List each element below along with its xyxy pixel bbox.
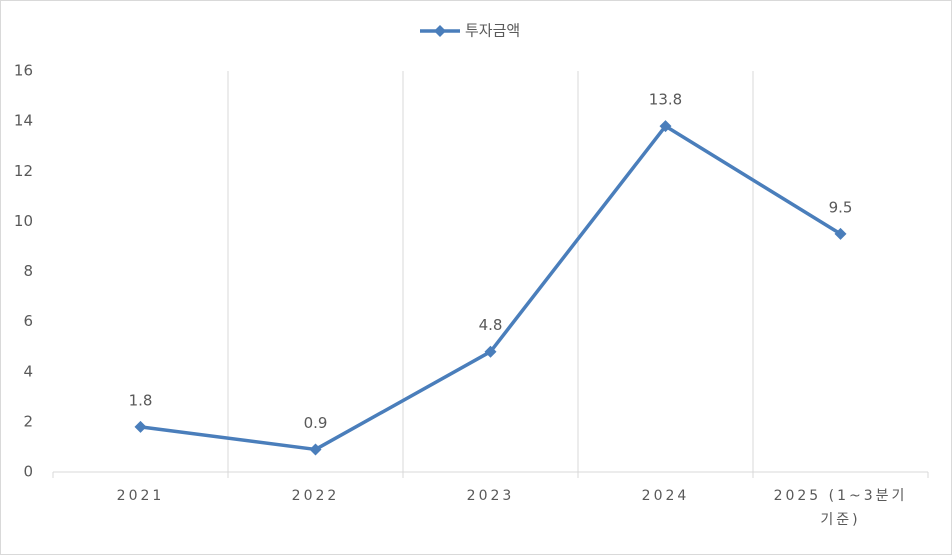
data-point bbox=[659, 120, 672, 133]
x-tick-label: 2021 bbox=[116, 488, 165, 504]
data-label: 13.8 bbox=[649, 91, 682, 109]
x-tick-label: 2023 bbox=[466, 488, 515, 504]
data-label: 4.8 bbox=[479, 316, 503, 334]
y-tick-label: 14 bbox=[14, 112, 33, 130]
legend-label: 투자금액 bbox=[465, 22, 520, 40]
y-tick-label: 10 bbox=[14, 212, 33, 230]
y-tick-label: 0 bbox=[23, 463, 33, 481]
data-label: 9.5 bbox=[829, 198, 853, 216]
data-point bbox=[484, 345, 497, 358]
x-tick-label: 2025 (1~3분기 기준) bbox=[773, 488, 908, 528]
x-tick-label: 2022 bbox=[291, 488, 340, 504]
data-label: 1.8 bbox=[129, 391, 153, 409]
y-tick-label: 6 bbox=[23, 312, 33, 330]
data-point bbox=[834, 227, 847, 240]
x-tick-label: 2024 bbox=[641, 488, 690, 504]
y-tick-label: 8 bbox=[23, 262, 33, 280]
legend-marker bbox=[434, 25, 446, 37]
data-label: 0.9 bbox=[304, 414, 328, 432]
y-tick-label: 4 bbox=[23, 362, 33, 380]
y-tick-label: 16 bbox=[14, 62, 33, 80]
y-tick-label: 12 bbox=[14, 162, 33, 180]
y-tick-label: 2 bbox=[23, 412, 33, 430]
data-point bbox=[309, 443, 322, 456]
data-point bbox=[134, 420, 147, 433]
